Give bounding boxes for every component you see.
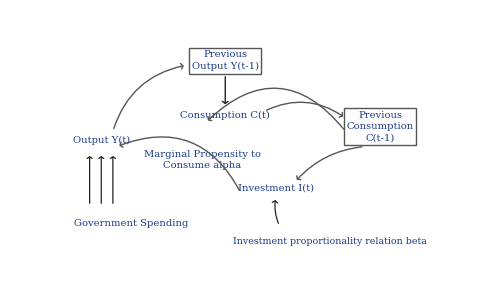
Text: Consumption C(t): Consumption C(t): [180, 111, 270, 120]
Text: Output Y(t): Output Y(t): [72, 136, 130, 145]
Text: Previous
Consumption
C(t-1): Previous Consumption C(t-1): [346, 111, 414, 143]
Text: Previous
Output Y(t-1): Previous Output Y(t-1): [192, 50, 259, 71]
Text: Marginal Propensity to
Consume alpha: Marginal Propensity to Consume alpha: [144, 150, 260, 170]
Text: Government Spending: Government Spending: [74, 219, 188, 228]
Text: Investment proportionality relation beta: Investment proportionality relation beta: [233, 237, 427, 246]
Text: Investment I(t): Investment I(t): [238, 184, 314, 193]
